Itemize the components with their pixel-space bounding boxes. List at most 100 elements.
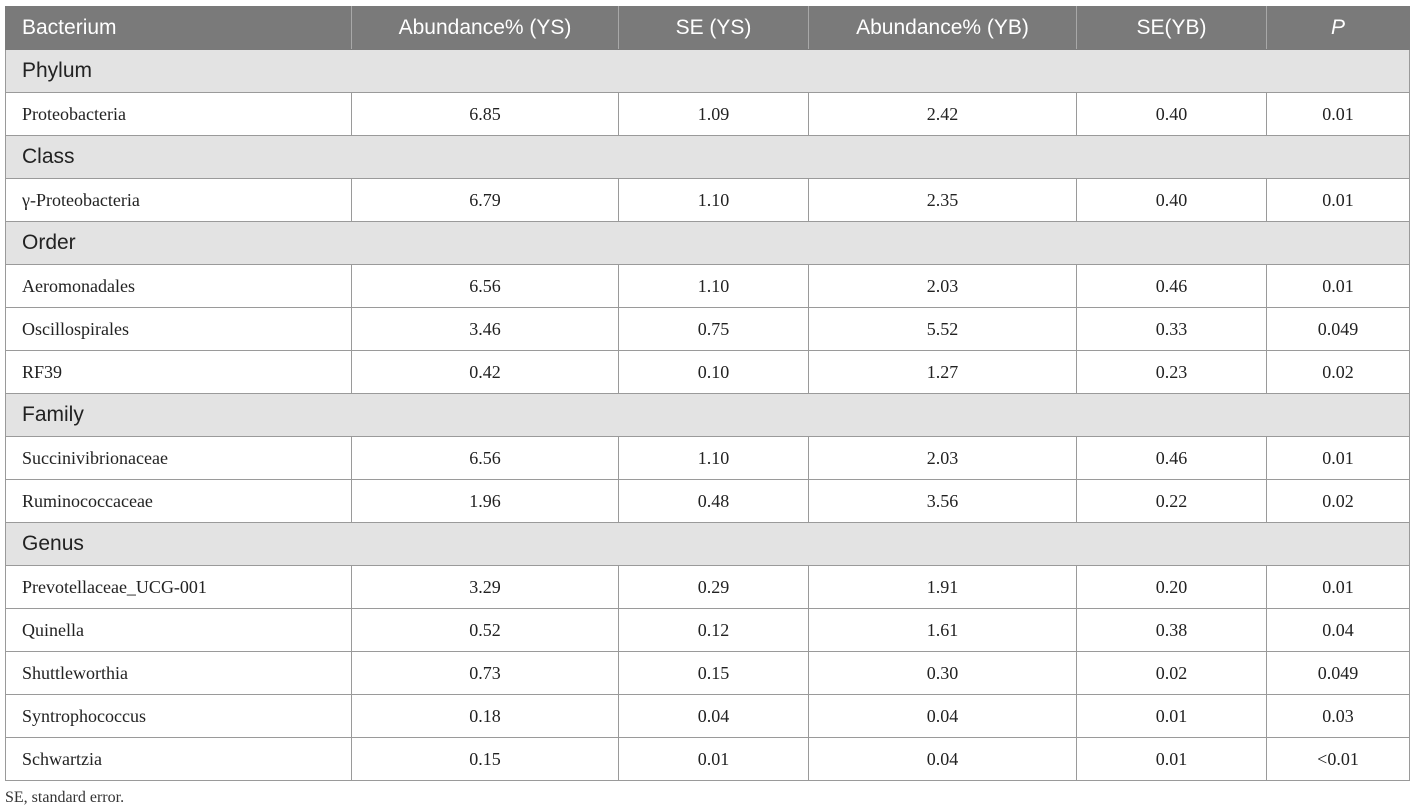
cell-abundance-ys: 3.29: [351, 565, 619, 609]
cell-abundance-yb: 0.30: [808, 651, 1077, 695]
cell-bacterium: Schwartzia: [5, 737, 352, 781]
header-abundance-ys: Abundance% (YS): [351, 6, 619, 50]
cell-bacterium: Oscillospirales: [5, 307, 352, 351]
cell-bacterium: Aeromonadales: [5, 264, 352, 308]
cell-se-ys: 0.75: [618, 307, 809, 351]
header-abundance-yb: Abundance% (YB): [808, 6, 1077, 50]
cell-bacterium: Ruminococcaceae: [5, 479, 352, 523]
cell-abundance-yb: 3.56: [808, 479, 1077, 523]
cell-abundance-ys: 6.56: [351, 436, 619, 480]
cell-abundance-yb: 1.27: [808, 350, 1077, 394]
cell-se-ys: 0.10: [618, 350, 809, 394]
table-row: Syntrophococcus 0.18 0.04 0.04 0.01 0.03: [5, 694, 1410, 738]
cell-abundance-ys: 6.85: [351, 92, 619, 136]
group-label: Family: [5, 393, 1410, 437]
cell-se-ys: 0.48: [618, 479, 809, 523]
cell-p-value: 0.049: [1266, 307, 1410, 351]
cell-p-value: 0.01: [1266, 565, 1410, 609]
cell-abundance-yb: 2.35: [808, 178, 1077, 222]
cell-se-yb: 0.38: [1076, 608, 1267, 652]
header-bacterium: Bacterium: [5, 6, 352, 50]
table-header: Bacterium Abundance% (YS) SE (YS) Abunda…: [5, 6, 1410, 50]
cell-se-yb: 0.40: [1076, 178, 1267, 222]
abundance-table: Bacterium Abundance% (YS) SE (YS) Abunda…: [5, 6, 1410, 781]
cell-bacterium: Syntrophococcus: [5, 694, 352, 738]
cell-p-value: 0.01: [1266, 264, 1410, 308]
header-row: Bacterium Abundance% (YS) SE (YS) Abunda…: [5, 6, 1410, 50]
cell-abundance-ys: 6.56: [351, 264, 619, 308]
group-row-class: Class: [5, 135, 1410, 179]
cell-se-ys: 0.12: [618, 608, 809, 652]
abundance-table-container: Bacterium Abundance% (YS) SE (YS) Abunda…: [5, 6, 1410, 781]
table-row: Proteobacteria 6.85 1.09 2.42 0.40 0.01: [5, 92, 1410, 136]
cell-p-value: 0.01: [1266, 92, 1410, 136]
group-label: Class: [5, 135, 1410, 179]
cell-se-yb: 0.01: [1076, 694, 1267, 738]
cell-se-ys: 0.15: [618, 651, 809, 695]
cell-abundance-yb: 2.03: [808, 264, 1077, 308]
group-row-family: Family: [5, 393, 1410, 437]
cell-abundance-ys: 0.15: [351, 737, 619, 781]
cell-se-yb: 0.23: [1076, 350, 1267, 394]
table-row: Shuttleworthia 0.73 0.15 0.30 0.02 0.049: [5, 651, 1410, 695]
cell-abundance-ys: 0.73: [351, 651, 619, 695]
cell-bacterium: Succinivibrionaceae: [5, 436, 352, 480]
table-body: Phylum Proteobacteria 6.85 1.09 2.42 0.40 0.01…: [5, 49, 1410, 781]
table-row: γ-Proteobacteria 6.79 1.10 2.35 0.40 0.01: [5, 178, 1410, 222]
group-label: Order: [5, 221, 1410, 265]
cell-abundance-yb: 2.42: [808, 92, 1077, 136]
group-label: Phylum: [5, 49, 1410, 93]
table-row: RF39 0.42 0.10 1.27 0.23 0.02: [5, 350, 1410, 394]
cell-bacterium: Shuttleworthia: [5, 651, 352, 695]
table-row: Schwartzia 0.15 0.01 0.04 0.01 <0.01: [5, 737, 1410, 781]
group-row-genus: Genus: [5, 522, 1410, 566]
cell-p-value: 0.01: [1266, 436, 1410, 480]
group-label: Genus: [5, 522, 1410, 566]
cell-se-ys: 0.29: [618, 565, 809, 609]
cell-abundance-ys: 0.18: [351, 694, 619, 738]
cell-abundance-ys: 0.52: [351, 608, 619, 652]
cell-abundance-yb: 1.61: [808, 608, 1077, 652]
cell-se-ys: 1.10: [618, 178, 809, 222]
cell-se-yb: 0.22: [1076, 479, 1267, 523]
cell-se-yb: 0.33: [1076, 307, 1267, 351]
cell-se-yb: 0.01: [1076, 737, 1267, 781]
cell-se-ys: 0.04: [618, 694, 809, 738]
cell-p-value: <0.01: [1266, 737, 1410, 781]
cell-se-ys: 1.10: [618, 264, 809, 308]
cell-p-value: 0.02: [1266, 479, 1410, 523]
table-footnote: SE, standard error.: [5, 789, 125, 806]
cell-abundance-ys: 6.79: [351, 178, 619, 222]
cell-se-yb: 0.02: [1076, 651, 1267, 695]
cell-abundance-yb: 1.91: [808, 565, 1077, 609]
header-p-label: P: [1330, 16, 1345, 39]
cell-bacterium: Quinella: [5, 608, 352, 652]
table-row: Prevotellaceae_UCG-001 3.29 0.29 1.91 0.20 0.…: [5, 565, 1410, 609]
cell-se-ys: 1.10: [618, 436, 809, 480]
header-se-yb: SE(YB): [1076, 6, 1267, 50]
cell-se-yb: 0.46: [1076, 264, 1267, 308]
cell-se-ys: 0.01: [618, 737, 809, 781]
header-p-value: P: [1266, 6, 1410, 50]
table-row: Oscillospirales 3.46 0.75 5.52 0.33 0.049: [5, 307, 1410, 351]
cell-abundance-yb: 2.03: [808, 436, 1077, 480]
table-row: Succinivibrionaceae 6.56 1.10 2.03 0.46 0.01: [5, 436, 1410, 480]
table-row: Ruminococcaceae 1.96 0.48 3.56 0.22 0.02: [5, 479, 1410, 523]
cell-p-value: 0.01: [1266, 178, 1410, 222]
cell-bacterium: γ-Proteobacteria: [5, 178, 352, 222]
header-se-ys: SE (YS): [618, 6, 809, 50]
table-row: Quinella 0.52 0.12 1.61 0.38 0.04: [5, 608, 1410, 652]
table-row: Aeromonadales 6.56 1.10 2.03 0.46 0.01: [5, 264, 1410, 308]
cell-se-yb: 0.40: [1076, 92, 1267, 136]
cell-p-value: 0.02: [1266, 350, 1410, 394]
cell-bacterium: RF39: [5, 350, 352, 394]
cell-abundance-yb: 0.04: [808, 737, 1077, 781]
cell-se-ys: 1.09: [618, 92, 809, 136]
cell-abundance-yb: 0.04: [808, 694, 1077, 738]
cell-abundance-ys: 1.96: [351, 479, 619, 523]
cell-bacterium: Proteobacteria: [5, 92, 352, 136]
cell-se-yb: 0.20: [1076, 565, 1267, 609]
cell-abundance-yb: 5.52: [808, 307, 1077, 351]
cell-bacterium: Prevotellaceae_UCG-001: [5, 565, 352, 609]
group-row-phylum: Phylum: [5, 49, 1410, 93]
